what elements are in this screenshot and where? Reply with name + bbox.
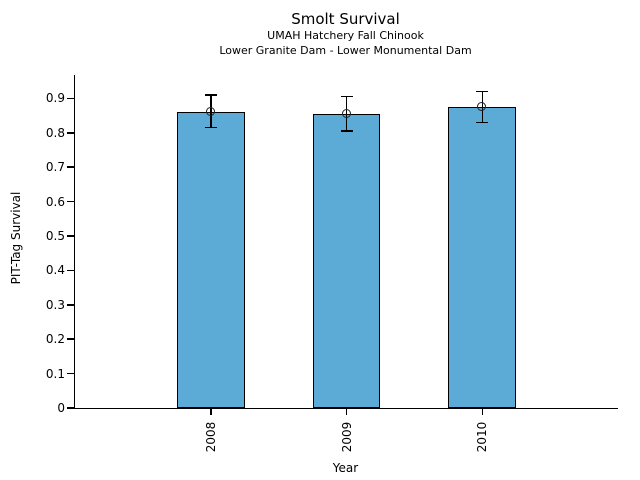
error-bar-cap-bottom: [340, 130, 353, 132]
error-bar-cap-bottom: [204, 126, 217, 129]
x-tick-mark: [210, 408, 212, 415]
y-tick-mark: [66, 235, 74, 237]
x-tick-mark: [481, 408, 483, 415]
y-tick-label: 0.3: [45, 297, 65, 312]
y-tick-label: 0.6: [45, 194, 65, 209]
x-axis-label: Year: [332, 461, 359, 475]
y-tick-label: 0: [57, 401, 65, 415]
y-tick-mark: [66, 97, 74, 100]
chart-title: Smolt Survival: [291, 10, 400, 28]
chart-titles: Smolt Survival UMAH Hatchery Fall Chinoo…: [74, 10, 617, 58]
x-tick-label: 2008: [203, 421, 218, 453]
y-tick-mark: [66, 269, 74, 272]
y-tick-mark: [66, 200, 74, 203]
y-tick-mark: [66, 166, 74, 168]
chart-subtitle-line2: Lower Granite Dam - Lower Monumental Dam: [219, 44, 472, 57]
data-point-marker: [205, 107, 215, 117]
bar-2009: [312, 113, 381, 408]
x-tick-mark: [345, 408, 348, 415]
error-bar-cap-top: [476, 90, 489, 93]
y-tick-label: 0.9: [45, 91, 65, 106]
x-tick-label: 2009: [339, 421, 354, 453]
error-bar-cap-top: [204, 94, 217, 96]
error-bar-cap-bottom: [476, 121, 489, 124]
y-tick-label: 0.5: [45, 228, 65, 243]
y-tick-label: 0.8: [45, 125, 65, 140]
chart-subtitle-line1: UMAH Hatchery Fall Chinook: [267, 29, 424, 42]
x-tick-label: 2010: [475, 421, 490, 453]
y-tick-label: 0.1: [45, 366, 65, 381]
data-point-marker: [477, 102, 487, 112]
y-tick-label: 0.7: [45, 160, 65, 175]
error-bar-cap-top: [340, 95, 353, 98]
y-tick-label: 0.4: [45, 263, 65, 278]
bar-2008: [176, 112, 245, 408]
y-axis-label: PIT-Tag Survival: [9, 191, 23, 285]
y-tick-mark: [66, 338, 74, 340]
bar-2010: [448, 106, 517, 408]
y-tick-mark: [66, 372, 74, 375]
y-tick-mark: [66, 132, 74, 134]
plot-area: 0 0.1 0.2 0.3 0.4 0.5 0.6 0.7 0.8 0.9 2008 2009 2010: [46, 75, 618, 452]
y-tick-mark: [66, 407, 74, 409]
data-point-marker: [341, 109, 351, 119]
y-tick-label: 0.2: [45, 332, 65, 347]
y-tick-mark: [66, 304, 74, 306]
